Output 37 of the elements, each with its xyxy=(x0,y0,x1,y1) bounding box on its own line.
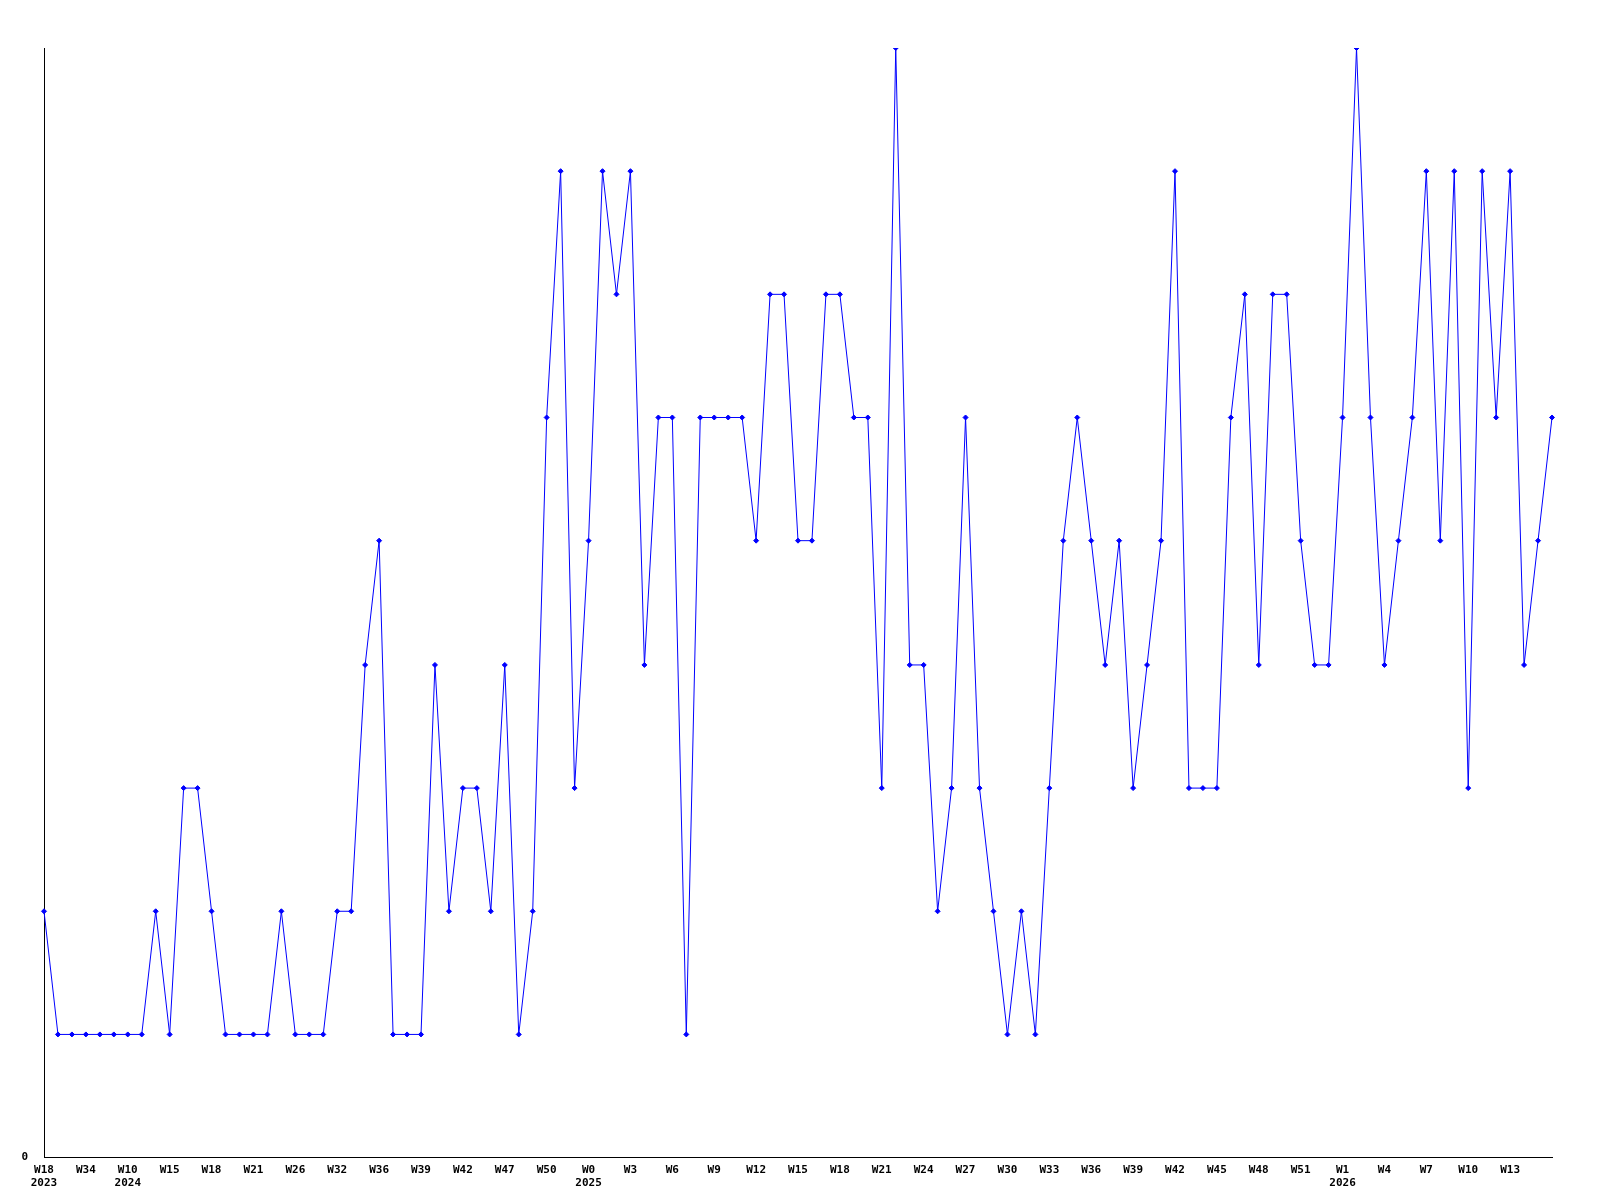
x-tick-label: W10 2024 xyxy=(114,1163,142,1190)
x-tick-label: W12 xyxy=(746,1163,767,1177)
x-tick-label: W6 xyxy=(665,1163,680,1177)
x-tick-label: W7 xyxy=(1419,1163,1433,1177)
x-tick-label: W39 xyxy=(1123,1163,1144,1177)
text: 0 xyxy=(21,1150,28,1164)
x-tick-label: W24 xyxy=(913,1163,934,1177)
x-tick-label: W18 2023 xyxy=(30,1163,58,1190)
x-tick-label: W36 xyxy=(369,1163,390,1177)
x-tick-label: W21 xyxy=(243,1163,264,1177)
x-tick-label: W42 xyxy=(452,1163,473,1177)
x-tick-label: W33 xyxy=(1039,1163,1060,1177)
x-tick-label: W51 xyxy=(1290,1163,1311,1177)
x-tick-label: W21 xyxy=(871,1163,893,1177)
x-tick-label: W9 xyxy=(707,1163,721,1177)
x-tick-label: W48 xyxy=(1248,1163,1269,1177)
x-tick-label: W26 xyxy=(285,1163,306,1177)
x-tick-label: W15 xyxy=(159,1163,180,1177)
x-tick-label: W45 xyxy=(1206,1163,1227,1177)
x-tick-label: W18 xyxy=(829,1163,850,1177)
x-tick-label: W4 xyxy=(1377,1163,1392,1177)
x-tick-label: W36 xyxy=(1081,1163,1102,1177)
x-tick-label: W1 2026 xyxy=(1329,1163,1357,1190)
x-tick-label: W27 xyxy=(955,1163,976,1177)
x-tick-label: W10 xyxy=(1458,1163,1479,1177)
x-tick-label: W42 xyxy=(1165,1163,1185,1177)
x-tick-label: W34 xyxy=(75,1163,97,1177)
x-tick-label: W30 xyxy=(997,1163,1018,1177)
x-tick-label: W32 xyxy=(327,1163,348,1177)
x-tick-label: W0 2025 xyxy=(575,1163,602,1190)
x-tick-label: W18 xyxy=(201,1163,222,1177)
x-tick-label: W39 xyxy=(411,1163,431,1177)
x-tick-label: W13 xyxy=(1500,1163,1521,1177)
x-tick-label: W47 xyxy=(494,1163,515,1177)
x-tick-label: W3 xyxy=(623,1163,638,1177)
x-tick-label: W50 xyxy=(536,1163,557,1177)
x-tick-label: W15 xyxy=(788,1163,808,1177)
